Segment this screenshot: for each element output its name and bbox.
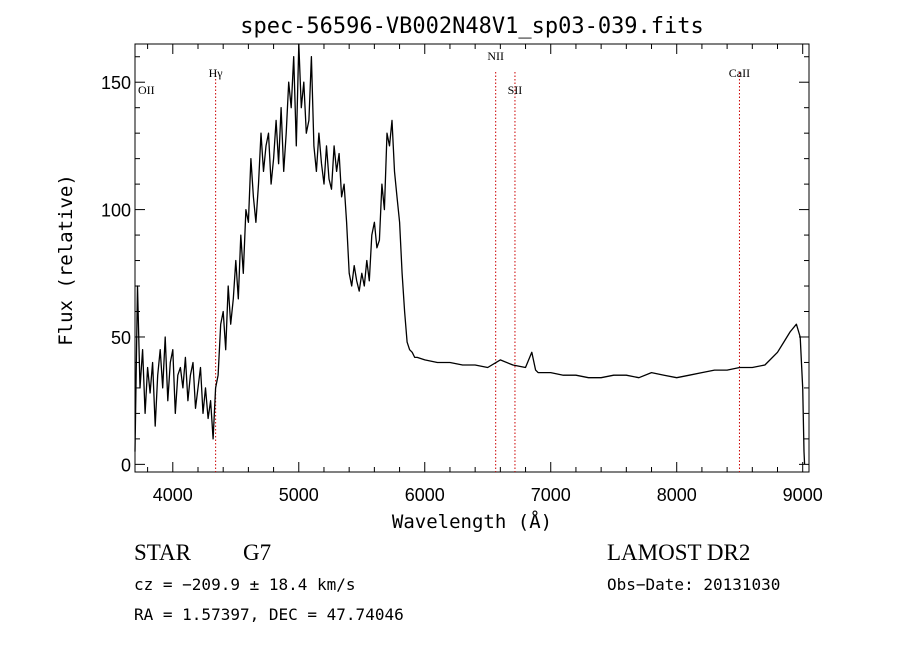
y-tick-label: 50 <box>111 328 131 348</box>
chart-title: spec-56596-VB002N48V1_sp03-039.fits <box>240 14 704 39</box>
y-tick-label: 0 <box>121 455 131 475</box>
flux-series-line <box>134 43 806 465</box>
spectral-line-label: OII <box>138 83 155 97</box>
series-group <box>134 43 806 465</box>
spectral-line-label: SII <box>508 83 523 97</box>
tick-labels: 4000 5000 6000 7000 8000 9000 0 50 100 150 <box>101 73 823 505</box>
axis-ticks <box>135 44 809 472</box>
x-tick-label: 7000 <box>531 485 571 505</box>
x-tick-label: 4000 <box>153 485 193 505</box>
spectral-line-label: NII <box>487 49 504 63</box>
spectral-line-label: Hγ <box>209 66 224 80</box>
survey-label: LAMOST DR2 <box>607 540 751 565</box>
x-tick-label: 6000 <box>405 485 445 505</box>
x-tick-label: 8000 <box>657 485 697 505</box>
plot-frame <box>134 43 810 473</box>
y-axis-label: Flux (relative) <box>55 174 77 346</box>
star-label: STAR <box>134 540 191 565</box>
y-tick-label: 100 <box>101 201 131 221</box>
coordinates: RA = 1.57397, DEC = 47.74046 <box>134 605 404 624</box>
spectral-line-label: CaII <box>729 66 750 80</box>
x-axis-label: Wavelength (Å) <box>392 510 552 533</box>
obs-date: Obs−Date: 20131030 <box>607 575 781 594</box>
x-tick-label: 9000 <box>783 485 823 505</box>
spectral-type: G7 <box>243 540 272 565</box>
y-tick-label: 150 <box>101 73 131 93</box>
plot-border <box>134 43 810 473</box>
spectral-line-markers: OII Hγ NII SII CaII <box>138 49 750 472</box>
cz-value: cz = −209.9 ± 18.4 km/s <box>134 575 356 594</box>
x-tick-label: 5000 <box>279 485 319 505</box>
